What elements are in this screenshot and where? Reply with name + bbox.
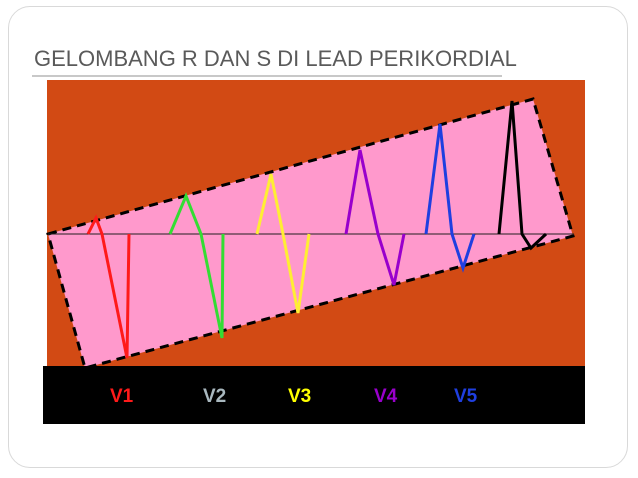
lead-label-v1: V1 <box>110 386 134 407</box>
lead-label-v3: V3 <box>288 386 312 407</box>
title-underline <box>32 75 502 77</box>
wave-v3 <box>255 173 311 314</box>
lead-label-v5: V5 <box>454 386 478 407</box>
lead-label-v4: V4 <box>374 386 398 407</box>
wave-v1 <box>86 214 131 359</box>
wave-v5 <box>424 123 476 273</box>
wave-v2 <box>168 192 225 339</box>
slide-title: GELOMBANG R DAN S DI LEAD PERIKORDIAL <box>34 46 517 71</box>
wave-v6 <box>497 100 548 251</box>
wave-v4 <box>344 149 406 286</box>
lead-label-v2: V2 <box>203 386 227 407</box>
lead-label-bar <box>43 366 585 424</box>
